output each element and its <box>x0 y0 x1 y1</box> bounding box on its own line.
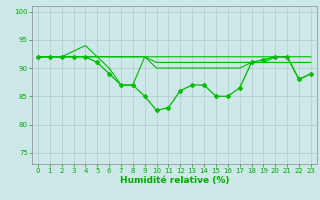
X-axis label: Humidité relative (%): Humidité relative (%) <box>120 176 229 185</box>
